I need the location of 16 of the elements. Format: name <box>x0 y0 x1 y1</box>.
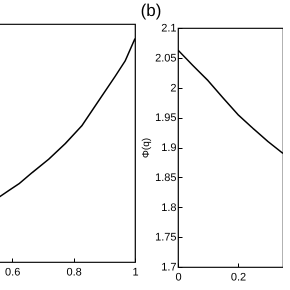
y-tick-label: 2.1 <box>161 22 176 34</box>
y-tick-label: 1.7 <box>161 262 176 274</box>
y-tick-label: 1.85 <box>155 172 176 184</box>
y-axis-title: Φ(q) <box>141 138 152 158</box>
y-tick-label: 2.05 <box>155 52 176 64</box>
y-tick-label: 2 <box>170 82 176 94</box>
y-tick-label: 1.9 <box>161 142 176 154</box>
chart-title: (b) <box>140 1 162 20</box>
y-tick-label: 1.95 <box>155 112 176 124</box>
x-tick-label: 0.8 <box>66 266 82 278</box>
x-tick-label: 0.2 <box>230 272 246 284</box>
y-tick-label: 1.8 <box>161 202 176 214</box>
x-tick-label: 0.6 <box>5 266 20 278</box>
y-tick-label: 1.75 <box>155 232 176 244</box>
x-tick-label: 1 <box>132 266 139 278</box>
x-tick-label: 0 <box>175 272 182 284</box>
